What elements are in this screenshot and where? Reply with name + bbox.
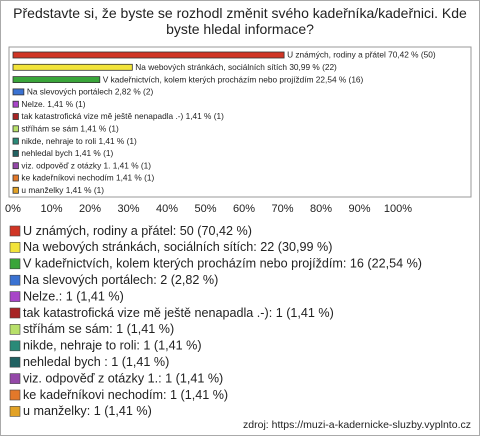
legend-swatch [9,242,21,253]
bar-label: nikde, nehraje to roli 1,41 % (1) [21,136,137,146]
legend-label: ke kadeřníkovi nechodím: 1 (1,41 %) [23,388,228,402]
chart-title: Představte si, že byste se rozhodl změni… [13,5,467,37]
bar-label: tak katastrofická vize mě ještě nenapadl… [21,111,224,121]
legend-swatch [9,340,21,352]
x-tick-label: 40% [156,203,178,215]
legend-swatch [9,291,21,302]
x-tick-label: 70% [271,203,293,215]
legend-swatch [9,258,21,270]
bar [12,76,101,83]
bar-label: viz. odpověď z otázky 1. 1,41 % (1) [21,160,151,170]
bar-label: Na slevových portálech 2,82 % (2) [27,87,154,97]
x-tick-label: 80% [310,203,332,215]
legend-swatch [9,389,21,401]
legend-swatch [9,373,21,384]
bar-label: stříhám se sám 1,41 % (1) [21,123,119,133]
bar [12,100,19,108]
bar [12,174,19,182]
legend-label: U známých, rodiny a přátel: 50 (70,42 %) [23,224,252,238]
x-tick-label: 50% [194,203,216,215]
legend-swatch [9,324,21,335]
bar-label: Nelze. 1,41 % (1) [21,99,85,109]
x-tick-label: 0% [5,203,21,215]
x-tick-label: 10% [40,203,62,215]
x-tick-label: 30% [117,203,139,215]
legend-swatch [9,406,21,417]
bar [12,51,285,59]
x-tick-label: 90% [348,203,370,215]
x-tick-label: 100% [384,203,412,215]
bar [12,137,19,145]
legend-swatch [9,225,21,237]
bar [12,125,19,133]
legend-label: viz. odpověď z otázky 1.: 1 (1,41 %) [23,371,223,385]
bar-label: V kadeřnictvích, kolem kterých procházím… [103,74,364,84]
bar [12,162,19,170]
legend-label: u manželky: 1 (1,41 %) [23,404,152,418]
bar [12,63,133,71]
bar [12,149,19,157]
legend-label: Na webových stránkách, sociálních sítích… [23,240,332,254]
bar-label: U známých, rodiny a přátel 70,42 % (50) [287,50,436,60]
source: zdroj: https://muzi-a-kadernicke-sluzby.… [243,419,471,431]
bar-label: ke kadeřníkovi nechodím 1,41 % (1) [21,173,154,183]
bar [12,186,19,194]
legend-label: stříhám se sám: 1 (1,41 %) [23,322,174,336]
legend-label: Nelze.: 1 (1,41 %) [23,289,124,303]
legend-swatch [9,307,21,319]
bar-label: u manželky 1,41 % (1) [21,185,104,195]
legend-label: Na slevových portálech: 2 (2,82 %) [23,273,218,287]
bar-label: Na webových stránkách, sociálních sítích… [135,62,337,72]
x-tick-label: 60% [233,203,255,215]
legend-label: nehledal bych : 1 (1,41 %) [23,355,169,369]
legend-label: nikde, nehraje to roli: 1 (1,41 %) [23,339,202,353]
bar [12,88,25,96]
legend-swatch [9,274,21,286]
legend-label: tak katastrofická vize mě ještě nenapadl… [23,306,334,320]
plot-frame [8,46,472,198]
bar-label: nehledal bych 1,41 % (1) [21,148,113,158]
legend-swatch [9,356,21,368]
legend-label: V kadeřnictvích, kolem kterých procházím… [23,257,422,271]
bar [12,113,19,120]
x-tick-label: 20% [79,203,101,215]
